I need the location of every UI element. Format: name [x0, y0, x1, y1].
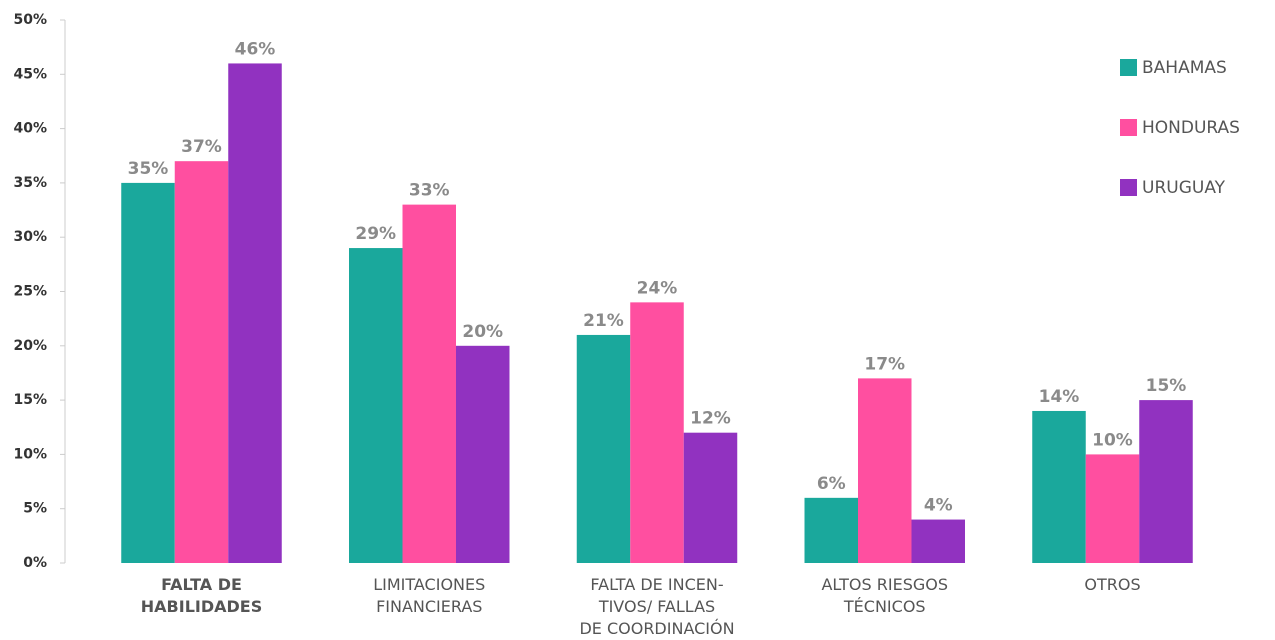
bar — [911, 519, 965, 563]
x-tick-label: FALTA DE HABILIDADES — [141, 575, 262, 616]
bar — [1085, 454, 1140, 563]
bar — [1032, 410, 1086, 563]
bar — [1139, 400, 1193, 563]
x-tick-line: DE COORDINACIÓN — [579, 619, 734, 638]
x-tick-line: HABILIDADES — [141, 597, 262, 616]
bar — [349, 248, 403, 563]
x-tick-label: OTROS — [1084, 575, 1140, 594]
bar — [683, 432, 738, 563]
value-label: 29% — [355, 224, 396, 244]
legend-label: BAHAMAS — [1142, 58, 1227, 78]
value-label: 15% — [1146, 376, 1187, 396]
value-label: 33% — [409, 181, 450, 201]
bar — [402, 204, 456, 563]
bar — [804, 497, 858, 563]
x-tick-label: ALTOS RIESGOS TÉCNICOS — [821, 575, 948, 616]
bar — [858, 378, 912, 563]
y-tick-label: 45% — [13, 66, 47, 82]
value-label: 35% — [128, 159, 169, 179]
x-tick-label: LIMITACIONES FINANCIERAS — [373, 575, 485, 616]
value-label: 4% — [924, 496, 953, 516]
y-tick-label: 50% — [13, 12, 47, 28]
x-tick-line: LIMITACIONES — [373, 575, 485, 594]
bar — [630, 302, 684, 563]
bar — [228, 63, 282, 563]
y-tick-label: 15% — [13, 392, 47, 408]
bar — [456, 345, 510, 563]
bar — [576, 334, 631, 563]
y-tick-label: 30% — [13, 229, 47, 245]
value-label: 14% — [1039, 387, 1080, 407]
legend-swatch — [1120, 59, 1137, 76]
x-tick-line: TÉCNICOS — [843, 597, 926, 616]
legend-swatch — [1120, 119, 1137, 136]
legend-label: URUGUAY — [1142, 178, 1226, 198]
y-tick-label: 35% — [13, 175, 47, 191]
value-label: 6% — [817, 474, 846, 494]
value-label: 37% — [181, 137, 222, 157]
value-label: 12% — [690, 409, 731, 429]
value-label: 10% — [1092, 430, 1133, 450]
legend-swatch — [1120, 179, 1137, 196]
x-tick-line: FALTA DE INCEN- — [590, 575, 723, 594]
value-label: 17% — [864, 354, 905, 374]
value-label: 20% — [462, 322, 503, 342]
bar — [121, 182, 175, 563]
y-tick-label: 5% — [23, 501, 47, 517]
x-tick-line: FINANCIERAS — [376, 597, 482, 616]
bar — [174, 161, 229, 563]
y-tick-label: 0% — [23, 555, 47, 571]
y-tick-label: 25% — [13, 284, 47, 300]
y-tick-label: 20% — [13, 338, 47, 354]
x-tick-line: FALTA DE — [161, 575, 242, 594]
value-label: 46% — [235, 39, 276, 59]
value-label: 21% — [583, 311, 624, 331]
x-tick-line: TIVOS/ FALLAS — [598, 597, 715, 616]
x-tick-label: FALTA DE INCEN- TIVOS/ FALLAS DE COORDINAC… — [579, 575, 734, 638]
y-tick-label: 10% — [13, 446, 47, 462]
x-tick-line: ALTOS RIESGOS — [821, 575, 948, 594]
value-label: 24% — [637, 278, 678, 298]
y-tick-label: 40% — [13, 121, 47, 137]
x-tick-line: OTROS — [1084, 575, 1140, 594]
legend-label: HONDURAS — [1142, 118, 1240, 138]
